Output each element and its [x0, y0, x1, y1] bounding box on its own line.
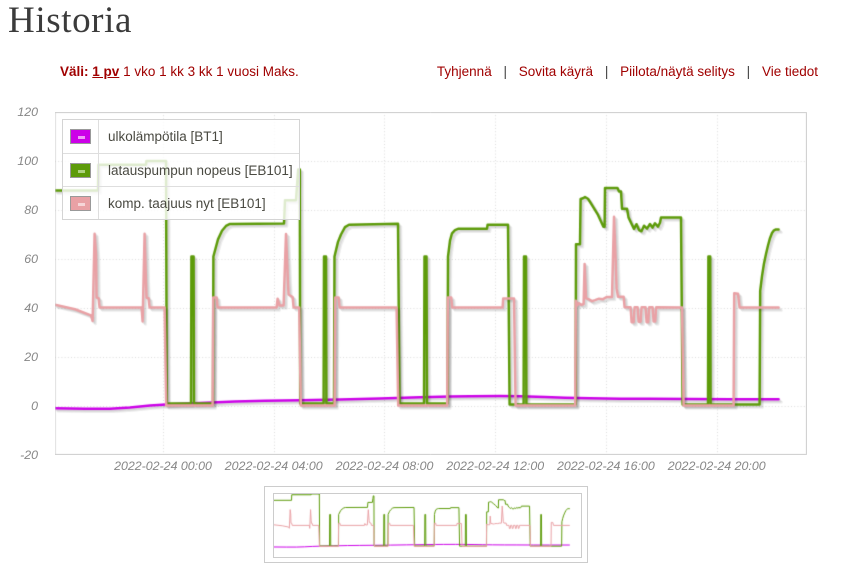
legend-label: latauspumpun nopeus [EB101] [108, 162, 293, 178]
legend-item-charge-pump-speed: latauspumpun nopeus [EB101] [63, 153, 299, 186]
legend-swatch-cell [63, 120, 99, 153]
legend-label: ulkolämpötila [BT1] [108, 129, 223, 144]
separator: | [503, 64, 507, 79]
legend-swatch-cell [63, 154, 99, 186]
swatch-line-sample-icon [78, 202, 85, 206]
range-option-3kk[interactable]: 3 kk [187, 64, 213, 79]
x-axis-tick: 2022-02-24 04:00 [224, 459, 323, 473]
x-axis-tick: 2022-02-24 00:00 [114, 459, 212, 473]
legend-swatch-cell [63, 187, 99, 219]
chart-actions: Tyhjennä | Sovita käyrä | Piilota/näytä … [437, 64, 818, 79]
charge-pump-speed-swatch-icon [70, 162, 91, 178]
y-axis-tick: 80 [24, 202, 38, 217]
separator: | [746, 64, 751, 79]
compressor-frequency-swatch-icon [70, 195, 91, 211]
x-axis-tick: 2022-02-24 12:00 [446, 459, 545, 473]
y-axis-tick: 120 [17, 104, 38, 119]
range-label: Väli: [60, 64, 89, 79]
page-title: Historia [8, 0, 133, 41]
navigator-plot-area[interactable] [273, 493, 582, 558]
swatch-line-sample-icon [78, 169, 85, 173]
range-option-1vuosi[interactable]: 1 vuosi [216, 64, 259, 79]
y-axis-tick: 100 [17, 153, 38, 168]
range-option-maks[interactable]: Maks. [262, 64, 299, 79]
y-axis-tick: 60 [24, 251, 38, 266]
y-axis-tick: 0 [31, 398, 38, 413]
x-axis-tick: 2022-02-24 08:00 [335, 459, 434, 473]
action-export-data[interactable]: Vie tiedot [761, 64, 818, 79]
action-fit-curve[interactable]: Sovita käyrä [518, 64, 594, 79]
chart-navigator [264, 486, 588, 563]
swatch-line-sample-icon [78, 136, 85, 139]
y-axis-tick: 20 [24, 349, 38, 364]
outdoor-temp-swatch-icon [70, 129, 91, 144]
legend-label: komp. taajuus nyt [EB101] [108, 195, 266, 211]
range-option-1pv[interactable]: 1 pv [92, 64, 120, 79]
legend-item-compressor-frequency: komp. taajuus nyt [EB101] [63, 186, 299, 219]
legend-item-outdoor-temp: ulkolämpötila [BT1] [63, 120, 299, 153]
x-axis-tick: 2022-02-24 16:00 [556, 459, 655, 473]
action-toggle-legend[interactable]: Piilota/näytä selitys [620, 64, 735, 79]
y-axis-tick: -20 [20, 447, 38, 462]
action-clear[interactable]: Tyhjennä [436, 64, 492, 79]
range-option-1vko[interactable]: 1 vko [123, 64, 156, 79]
x-axis-tick: 2022-02-24 20:00 [667, 459, 766, 473]
y-axis-tick: 40 [24, 300, 38, 315]
range-selector: Väli: 1 pv 1 vko 1 kk 3 kk 1 vuosi Maks. [60, 64, 299, 79]
chart-legend: ulkolämpötila [BT1] latauspumpun nopeus … [62, 119, 300, 220]
separator: | [604, 64, 609, 79]
range-option-1kk[interactable]: 1 kk [159, 64, 184, 79]
